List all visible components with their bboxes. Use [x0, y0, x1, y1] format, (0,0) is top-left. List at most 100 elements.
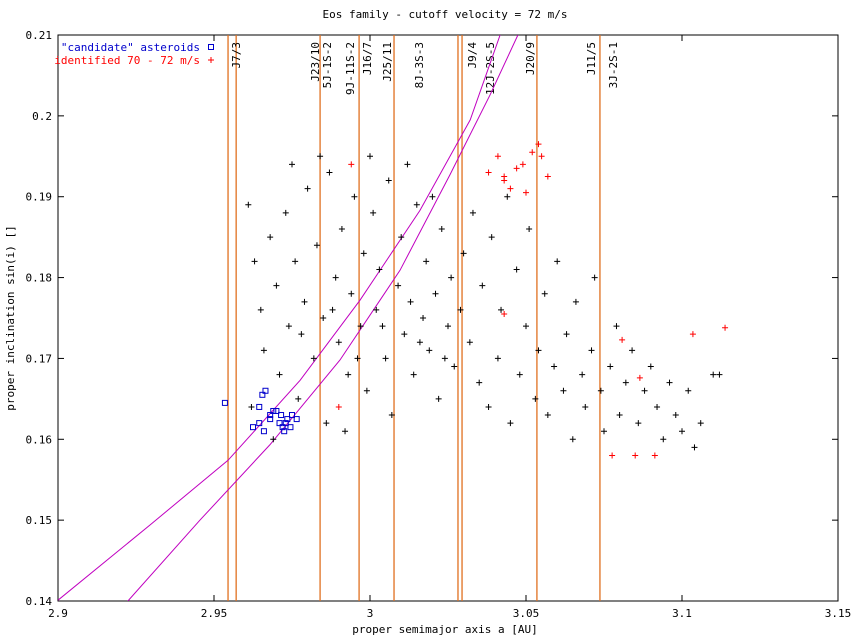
resonance-label: 8J-3S-3	[413, 42, 426, 88]
point	[438, 226, 445, 233]
y-tick-label: 0.17	[26, 352, 53, 365]
point	[609, 452, 616, 459]
point	[376, 266, 383, 273]
resonance-label: J9/4	[466, 42, 479, 69]
point	[632, 452, 639, 459]
point	[710, 371, 717, 378]
point	[691, 444, 698, 451]
point	[284, 416, 291, 423]
point	[613, 323, 620, 330]
point	[641, 387, 648, 394]
cutoff-curve	[127, 35, 519, 601]
point	[248, 403, 255, 410]
point	[457, 306, 464, 313]
point	[519, 161, 526, 168]
point	[354, 355, 361, 362]
point	[441, 355, 448, 362]
point	[448, 274, 455, 281]
point	[513, 266, 520, 273]
point	[689, 331, 696, 338]
point	[407, 298, 414, 305]
point	[289, 412, 295, 419]
x-tick-label: 3	[367, 607, 374, 620]
point	[273, 282, 280, 289]
x-tick-label: 3.05	[513, 607, 540, 620]
point	[551, 363, 558, 370]
point	[250, 424, 256, 431]
point	[629, 347, 636, 354]
point	[526, 226, 533, 233]
y-tick-label: 0.2	[32, 110, 52, 123]
point	[267, 416, 274, 423]
point	[401, 331, 408, 338]
point	[426, 347, 433, 354]
point	[635, 420, 642, 427]
point	[538, 153, 545, 160]
point	[287, 424, 294, 431]
point	[523, 323, 529, 330]
point	[282, 420, 289, 427]
legend-marker	[208, 57, 214, 63]
y-tick-label: 0.15	[26, 514, 53, 527]
point	[267, 234, 274, 241]
chart-title: Eos family - cutoff velocity = 72 m/s	[322, 8, 567, 21]
resonance-label: 5J-1S-2	[321, 42, 334, 88]
point	[416, 339, 423, 346]
point	[563, 331, 570, 338]
point	[295, 395, 302, 402]
legend-marker	[208, 44, 214, 50]
resonance-label: J25/11	[381, 42, 394, 82]
point	[270, 436, 277, 443]
point	[535, 347, 542, 354]
point	[278, 412, 285, 419]
point	[569, 436, 576, 443]
x-tick-label: 2.95	[201, 607, 228, 620]
point	[432, 290, 439, 297]
point	[256, 420, 263, 427]
point	[348, 161, 355, 168]
point	[654, 403, 661, 410]
point	[445, 323, 451, 330]
point	[363, 387, 370, 394]
point	[410, 371, 417, 378]
point	[357, 323, 364, 330]
point	[529, 149, 536, 156]
point	[532, 395, 539, 402]
legend-label: "candidate" asteroids	[61, 41, 200, 54]
point	[262, 387, 269, 394]
point	[260, 428, 267, 435]
point	[498, 306, 505, 313]
point	[697, 420, 704, 427]
point	[301, 298, 308, 305]
x-axis-label: proper semimajor axis a [AU]	[352, 623, 537, 636]
y-tick-label: 0.16	[26, 433, 53, 446]
y-tick-label: 0.14	[26, 595, 53, 608]
y-tick-label: 0.19	[26, 191, 53, 204]
point	[276, 420, 283, 427]
point	[276, 371, 283, 378]
point	[379, 323, 386, 330]
point	[554, 258, 561, 265]
point	[494, 355, 501, 362]
point	[544, 412, 551, 419]
point	[507, 185, 514, 192]
point	[373, 306, 380, 313]
point	[245, 201, 252, 208]
point	[435, 395, 442, 402]
point	[292, 258, 299, 265]
point	[251, 258, 258, 265]
point	[572, 298, 579, 305]
point	[647, 363, 654, 370]
point	[636, 374, 643, 381]
point	[591, 274, 598, 281]
point	[259, 391, 266, 398]
point	[270, 407, 277, 414]
point	[345, 371, 352, 378]
point	[267, 412, 274, 419]
point	[672, 412, 679, 419]
resonance-label: 3J-2S-1	[607, 42, 620, 88]
resonance-label: J16/7	[361, 42, 374, 75]
point	[494, 153, 501, 160]
point	[335, 403, 342, 410]
